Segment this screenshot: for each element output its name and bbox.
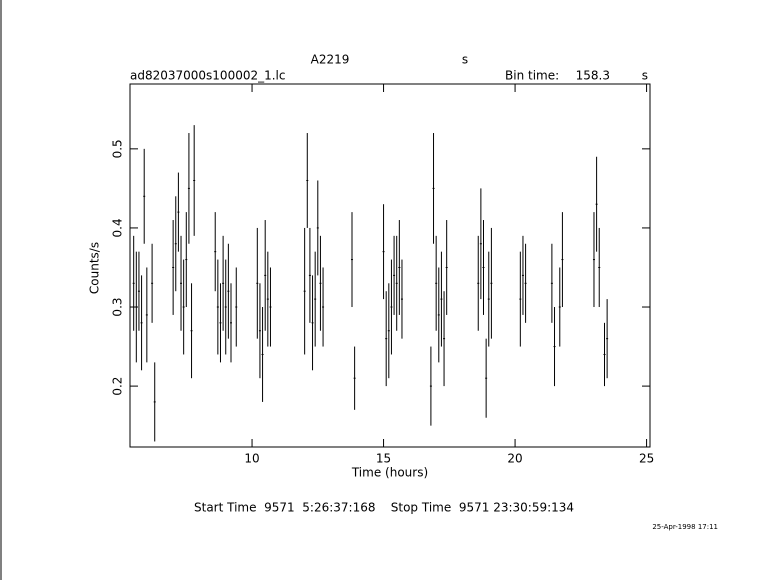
x-tick-label: 20 bbox=[507, 452, 522, 466]
bin-time-unit: s bbox=[642, 69, 648, 83]
y-axis-label: Counts/s bbox=[88, 242, 102, 294]
y-tick-label: 0.2 bbox=[111, 377, 125, 396]
y-tick-label: 0.3 bbox=[111, 297, 125, 316]
x-tick-label: 25 bbox=[639, 452, 654, 466]
x-tick-label: 15 bbox=[376, 452, 391, 466]
timestamp: 25-Apr-1998 17:11 bbox=[652, 523, 718, 531]
bin-time-label: Bin time: bbox=[505, 69, 559, 83]
plot-frame bbox=[129, 83, 651, 448]
y-tick-label: 0.5 bbox=[111, 139, 125, 158]
file-name: ad82037000s100002_1.lc bbox=[130, 69, 286, 83]
y-tick-label: 0.4 bbox=[111, 218, 125, 237]
title-unit: s bbox=[462, 53, 468, 67]
x-tick-label: 10 bbox=[244, 452, 259, 466]
bin-time: 158.3 bbox=[576, 69, 610, 83]
time-range: Start Time 9571 5:26:37:168 Stop Time 95… bbox=[194, 501, 574, 515]
x-axis-label: Time (hours) bbox=[351, 466, 428, 480]
chart-title: A2219 bbox=[311, 53, 350, 67]
